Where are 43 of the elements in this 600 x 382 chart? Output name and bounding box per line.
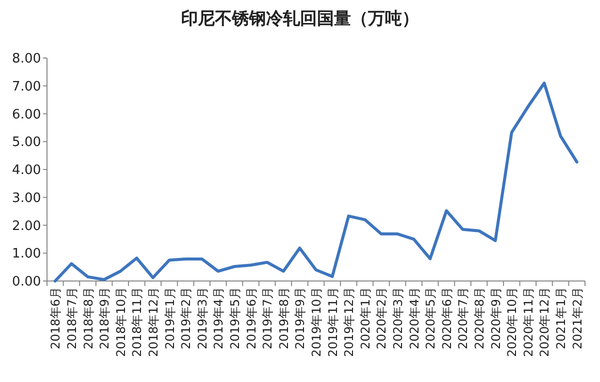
x-tick-label: 2019年8月 [276, 287, 291, 350]
x-tick-label: 2018年9月 [98, 287, 112, 350]
x-tick-label: 2018年12月 [146, 287, 160, 357]
x-tick-label: 2019年6月 [244, 287, 258, 350]
x-tick-label: 2019年4月 [212, 287, 226, 350]
chart-title: 印尼不锈钢冷轧回国量（万吨） [181, 9, 419, 29]
x-tick-label: 2020年8月 [472, 287, 487, 350]
x-tick-label: 2020年2月 [374, 287, 389, 350]
x-tick-label: 2020年4月 [407, 287, 422, 350]
x-tick-label: 2019年5月 [228, 287, 242, 350]
x-tick-label: 2020年1月 [358, 287, 372, 350]
y-tick-label: 6.00 [12, 107, 41, 122]
y-tick-label: 4.00 [12, 163, 41, 178]
y-tick-label: 2.00 [12, 218, 41, 234]
y-tick-label: 7.00 [12, 79, 41, 94]
x-tick-label: 2021年1月 [554, 287, 568, 350]
x-tick-label: 2018年6月 [48, 287, 63, 350]
x-tick-label: 2019年2月 [179, 287, 194, 350]
y-tick-label: 3.00 [12, 190, 41, 206]
x-tick-label: 2020年3月 [391, 287, 406, 350]
y-tick-label: 0.00 [12, 274, 41, 290]
x-tick-label: 2019年10月 [310, 287, 324, 357]
x-tick-label: 2020年5月 [424, 287, 438, 350]
x-tick-label: 2019年1月 [162, 287, 177, 350]
x-tick-label: 2019年7月 [260, 287, 275, 350]
x-tick-label: 2021年2月 [570, 287, 584, 350]
x-tick-label: 2018年10月 [114, 287, 128, 357]
x-tick-label: 2019年9月 [293, 287, 308, 350]
x-tick-label: 2020年7月 [456, 287, 470, 350]
x-tick-label: 2018年11月 [130, 287, 144, 357]
x-tick-label: 2020年9月 [488, 287, 503, 350]
x-tick-label: 2019年12月 [342, 287, 356, 357]
x-tick-label: 2018年7月 [64, 287, 79, 350]
x-tick-label: 2018年8月 [81, 287, 96, 350]
x-tick-label: 2020年10月 [505, 287, 520, 357]
y-tick-label: 8.00 [12, 52, 41, 66]
x-tick-label: 2020年6月 [440, 287, 454, 350]
x-tick-label: 2020年12月 [538, 287, 552, 357]
x-tick-label: 2019年11月 [326, 287, 340, 357]
x-tick-label: 2020年11月 [521, 287, 536, 357]
y-tick-label: 1.00 [12, 246, 41, 262]
x-tick-label: 2019年3月 [195, 287, 210, 350]
y-tick-label: 5.00 [12, 135, 41, 150]
